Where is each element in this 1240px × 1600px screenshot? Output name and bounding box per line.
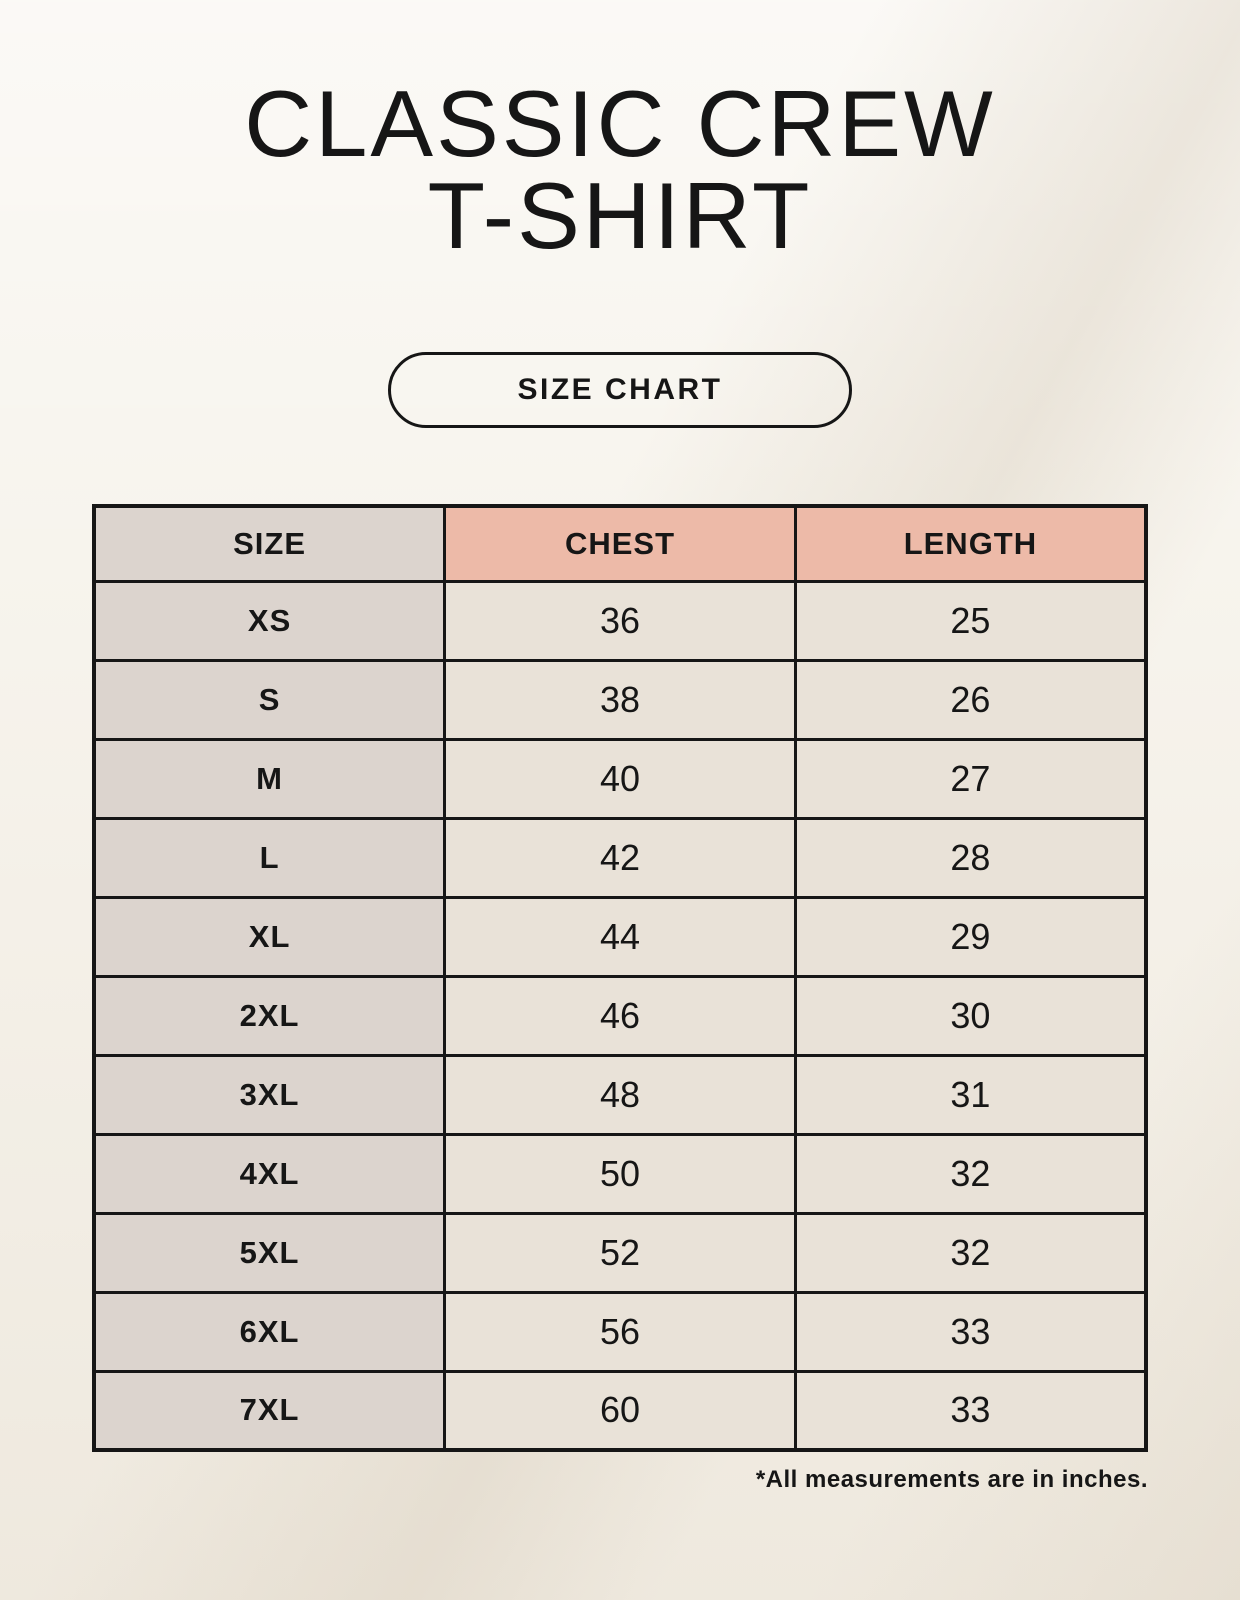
length-cell: 33: [793, 1369, 1148, 1452]
chest-cell: 48: [443, 1053, 797, 1136]
chest-cell: 56: [443, 1290, 797, 1373]
column-header-size: SIZE: [92, 504, 447, 583]
table-row: 3XL 48 31: [92, 1053, 1148, 1136]
table-row: 6XL 56 33: [92, 1290, 1148, 1373]
size-cell: L: [92, 816, 447, 899]
size-chart-button[interactable]: SIZE CHART: [388, 352, 852, 429]
table-row: 7XL 60 33: [92, 1369, 1148, 1452]
table-row: L 42 28: [92, 816, 1148, 899]
chest-cell: 46: [443, 974, 797, 1057]
table-row: 2XL 46 30: [92, 974, 1148, 1057]
page-title-line-1: CLASSIC CREW: [244, 71, 996, 176]
column-header-length: LENGTH: [793, 504, 1148, 583]
length-cell: 30: [793, 974, 1148, 1057]
length-cell: 26: [793, 658, 1148, 741]
size-table-section: SIZE CHEST LENGTH XS 36 25 S 38 26 M 40 27 L 42 28 X…: [92, 504, 1148, 1494]
length-cell: 27: [793, 737, 1148, 820]
size-cell: XL: [92, 895, 447, 978]
size-table-body: XS 36 25 S 38 26 M 40 27 L 42 28 XL 44 29 2XL 46 30 3XL 48 3…: [92, 579, 1148, 1452]
size-cell: 4XL: [92, 1132, 447, 1215]
column-header-chest: CHEST: [443, 504, 797, 583]
chest-cell: 60: [443, 1369, 797, 1452]
length-cell: 28: [793, 816, 1148, 899]
table-row: 5XL 52 32: [92, 1211, 1148, 1294]
size-cell: 7XL: [92, 1369, 447, 1452]
table-row: 4XL 50 32: [92, 1132, 1148, 1215]
size-cell: 6XL: [92, 1290, 447, 1373]
table-row: XS 36 25: [92, 579, 1148, 662]
size-cell: XS: [92, 579, 447, 662]
table-header-row: SIZE CHEST LENGTH: [92, 504, 1148, 583]
chest-cell: 44: [443, 895, 797, 978]
measurements-footnote: *All measurements are in inches.: [755, 1466, 1148, 1494]
page-title-line-2: T-SHIRT: [427, 163, 813, 269]
size-table: SIZE CHEST LENGTH XS 36 25 S 38 26 M 40 27 L 42 28 X…: [92, 504, 1148, 1453]
table-row: XL 44 29: [92, 895, 1148, 978]
page-title: CLASSIC CREW T-SHIRT: [0, 71, 1240, 269]
chest-cell: 52: [443, 1211, 797, 1294]
table-row: M 40 27: [92, 737, 1148, 820]
table-row: S 38 26: [92, 658, 1148, 741]
chest-cell: 40: [443, 737, 797, 820]
length-cell: 25: [793, 579, 1148, 662]
size-cell: S: [92, 658, 447, 741]
length-cell: 32: [793, 1132, 1148, 1215]
size-cell: 3XL: [92, 1053, 447, 1136]
size-cell: 2XL: [92, 974, 447, 1057]
chest-cell: 42: [443, 816, 797, 899]
length-cell: 33: [793, 1290, 1148, 1373]
size-cell: 5XL: [92, 1211, 447, 1294]
chest-cell: 36: [443, 579, 797, 662]
size-cell: M: [92, 737, 447, 820]
length-cell: 29: [793, 895, 1148, 978]
length-cell: 31: [793, 1053, 1148, 1136]
chest-cell: 50: [443, 1132, 797, 1215]
length-cell: 32: [793, 1211, 1148, 1294]
chest-cell: 38: [443, 658, 797, 741]
